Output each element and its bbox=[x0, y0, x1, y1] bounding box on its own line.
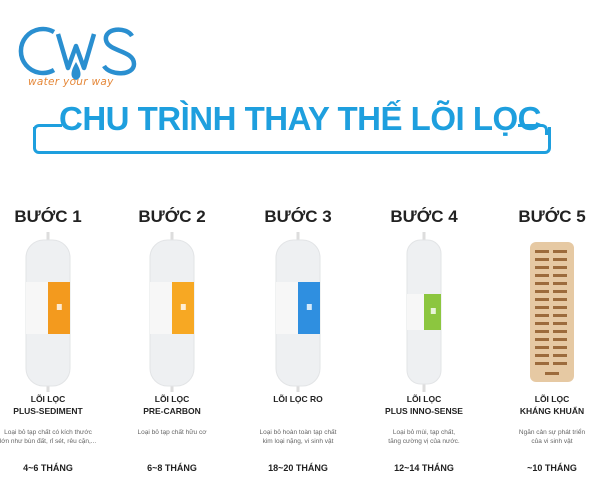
filter-desc-line1: Loại bỏ hoàn toàn tạp chất bbox=[259, 429, 337, 436]
filter-cartridge-icon bbox=[149, 232, 195, 392]
filter-name: LÕI LỌC PLUS-SEDIMENT bbox=[0, 393, 108, 417]
filter-name: LÕI LỌC PLUS INNO-SENSE bbox=[364, 393, 484, 417]
filter-desc-line2: của vi sinh vật bbox=[531, 438, 573, 445]
filter-name-line1: LÕI LỌC bbox=[154, 394, 190, 404]
step-label: BƯỚC 2 bbox=[138, 207, 206, 226]
filter-desc-line1: Loại bỏ tạp chất hữu cơ bbox=[137, 429, 207, 436]
filter-name-line2: PRE-CARBON bbox=[143, 406, 201, 416]
filter-desc-line2: tăng cường vị của nước. bbox=[388, 438, 460, 445]
cws-logo-icon bbox=[18, 26, 137, 80]
filter-desc-line2: lớn như bùn đất, rỉ sét, rêu cặn,... bbox=[0, 438, 97, 445]
filter-image bbox=[149, 232, 198, 397]
filter-description: Loại bỏ tạp chất có kích thước lớn như b… bbox=[0, 428, 113, 446]
filter-name: LÕI LỌC PRE-CARBON bbox=[112, 393, 232, 417]
replacement-period: 6~8 THÁNG bbox=[147, 463, 197, 473]
filter-image bbox=[530, 232, 577, 397]
step-label: BƯỚC 1 bbox=[14, 207, 82, 226]
filter-cartridge-icon bbox=[25, 232, 71, 392]
filter-desc-line1: Loại bỏ tạp chất có kích thước bbox=[4, 429, 92, 436]
filter-cartridge-icon bbox=[275, 232, 321, 392]
replacement-period: 12~14 THÁNG bbox=[394, 463, 454, 473]
replacement-period: 18~20 THÁNG bbox=[268, 463, 328, 473]
filter-name: LÕI LỌC KHÁNG KHUẨN bbox=[492, 393, 600, 417]
filter-description: Loại bỏ mùi, tạp chất, tăng cường vị của… bbox=[359, 428, 489, 446]
step-label: BƯỚC 3 bbox=[264, 207, 332, 226]
filter-name-line2: KHÁNG KHUẨN bbox=[519, 406, 585, 416]
filter-image bbox=[275, 232, 324, 397]
filter-description: Loại bỏ tạp chất hữu cơ bbox=[107, 428, 237, 437]
filter-description: Loại bỏ hoàn toàn tạp chất kim loại nặng… bbox=[233, 428, 363, 446]
filter-name-line2: PLUS-SEDIMENT bbox=[13, 406, 83, 416]
filter-description: Ngăn cản sự phát triển của vi sinh vật bbox=[487, 428, 600, 446]
filter-desc-line1: Ngăn cản sự phát triển bbox=[518, 429, 586, 436]
filter-name-line1: LÕI LỌC bbox=[406, 394, 442, 404]
replacement-period: 4~6 THÁNG bbox=[23, 463, 73, 473]
filter-name-line1: LÕI LỌC bbox=[30, 394, 66, 404]
filter-name-line1: LÕI LỌC bbox=[534, 394, 570, 404]
page-title: CHU TRÌNH THAY THẾ LÕI LỌC bbox=[58, 100, 542, 137]
title-frame bbox=[33, 127, 551, 154]
step-label: BƯỚC 5 bbox=[518, 207, 586, 226]
filter-name-line1: LÕI LỌC RO bbox=[273, 394, 323, 404]
filter-desc-line1: Loại bỏ mùi, tạp chất, bbox=[392, 429, 456, 436]
filter-image bbox=[25, 232, 74, 397]
filter-image bbox=[406, 232, 445, 397]
step-label: BƯỚC 4 bbox=[390, 207, 458, 226]
antibacterial-filter-icon bbox=[530, 242, 574, 382]
filter-desc-line2: kim loại nặng, vi sinh vật bbox=[262, 438, 334, 445]
logo-tagline: water your way bbox=[28, 76, 114, 88]
filter-name: LÕI LỌC RO bbox=[238, 393, 358, 405]
filter-cartridge-icon bbox=[406, 232, 442, 392]
filter-name-line2: PLUS INNO-SENSE bbox=[385, 406, 463, 416]
replacement-period: ~10 THÁNG bbox=[527, 463, 577, 473]
